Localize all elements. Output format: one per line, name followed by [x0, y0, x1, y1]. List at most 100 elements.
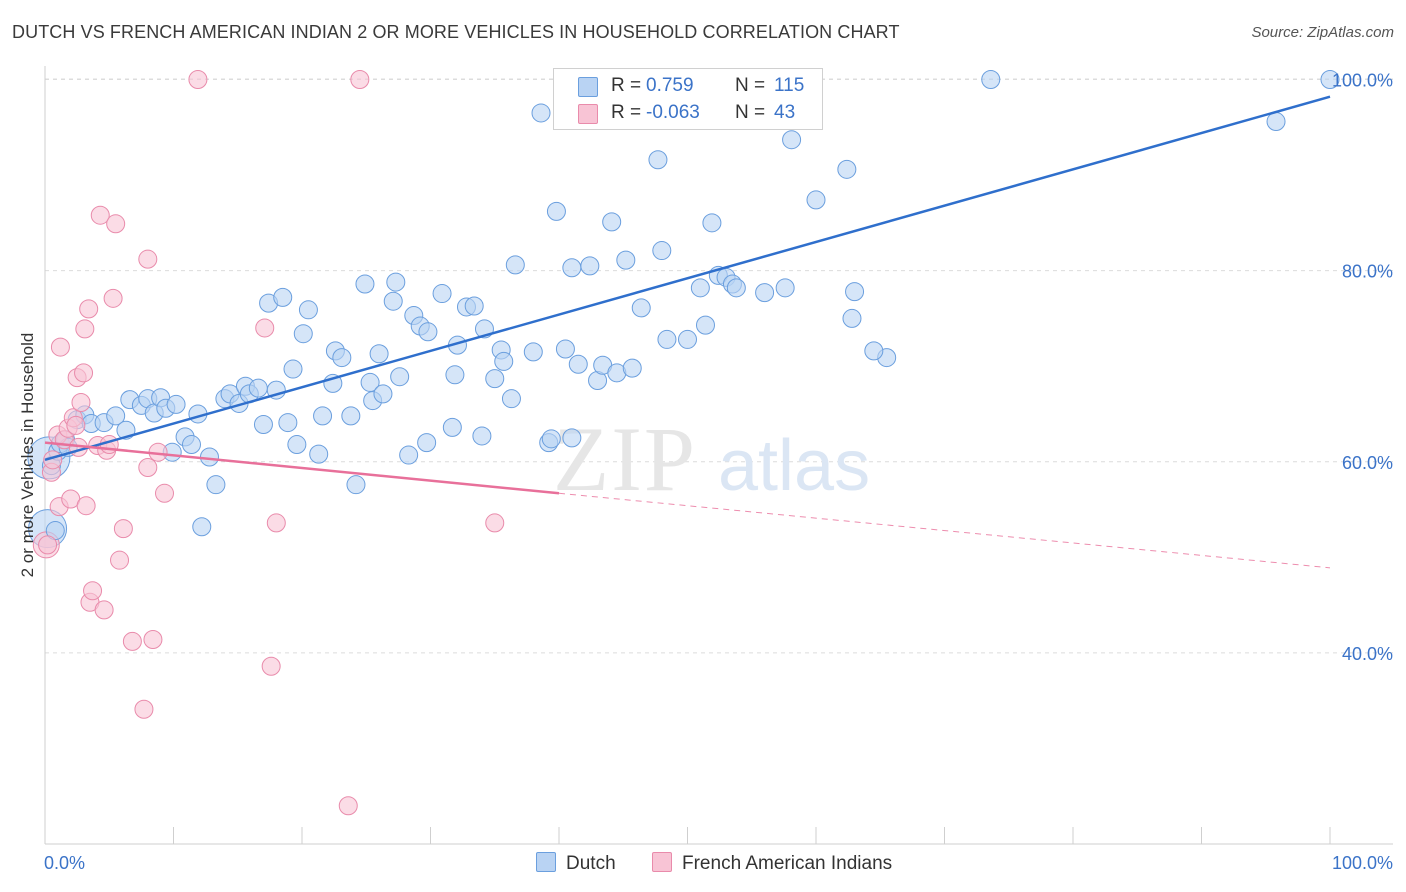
legend-swatch-french: [578, 104, 598, 124]
bottom-legend-label-french: French American Indians: [682, 853, 893, 874]
legend-n-label: N =: [735, 102, 766, 123]
dutch-point: [373, 384, 393, 404]
y-tick-label: 60.0%: [1342, 453, 1393, 473]
dutch-point: [531, 103, 551, 123]
dutch-point: [106, 406, 126, 426]
dutch-point: [580, 256, 600, 276]
bottom-legend-swatch-dutch: [536, 852, 556, 872]
dutch-point: [283, 359, 303, 379]
dutch-point: [695, 315, 715, 335]
dutch-point: [206, 475, 226, 495]
french-point: [79, 299, 99, 319]
dutch-point: [702, 213, 722, 233]
legend-swatch-dutch: [578, 77, 598, 97]
dutch-point: [541, 429, 561, 449]
chart-title: DUTCH VS FRENCH AMERICAN INDIAN 2 OR MOR…: [12, 22, 900, 42]
legend-r-value-french: -0.063: [646, 102, 700, 123]
dutch-point: [399, 445, 419, 465]
y-tick-label: 40.0%: [1342, 644, 1393, 664]
dutch-point: [464, 296, 484, 316]
bottom-legend-french: French American Indians: [652, 852, 892, 875]
french-point: [188, 70, 208, 89]
dutch-point: [837, 159, 857, 179]
dutch-point: [386, 272, 406, 292]
dutch-point: [842, 308, 862, 328]
dutch-point: [181, 435, 201, 455]
french-trend-extension: [558, 492, 1331, 569]
dutch-point: [616, 250, 636, 270]
french-point: [485, 513, 505, 533]
legend-n-value-french: 43: [774, 102, 796, 123]
dutch-point: [485, 369, 505, 389]
legend-row-dutch: R = 0.759 N = 115: [554, 73, 822, 99]
french-point: [76, 496, 96, 516]
french-point: [83, 581, 103, 601]
dutch-point: [568, 354, 588, 374]
dutch-point: [383, 291, 403, 311]
dutch-point: [602, 212, 622, 232]
dutch-point: [775, 278, 795, 298]
french-point: [113, 519, 133, 539]
bottom-legend-dutch: Dutch: [536, 852, 616, 875]
dutch-point: [631, 298, 651, 318]
french-point: [122, 631, 142, 651]
dutch-point: [253, 414, 273, 434]
dutch-point: [192, 517, 212, 537]
dutch-point: [657, 329, 677, 349]
dutch-point: [726, 278, 746, 298]
french-point: [74, 363, 94, 383]
french-point: [138, 457, 158, 477]
watermark-zip: ZIP: [553, 408, 697, 510]
dutch-point: [546, 201, 566, 221]
chart-source: Source: ZipAtlas.com: [1251, 24, 1394, 41]
dutch-point: [298, 300, 318, 320]
dutch-point: [166, 394, 186, 414]
dutch-point: [432, 284, 452, 304]
dutch-point: [981, 70, 1001, 89]
french-point: [110, 550, 130, 570]
french-point: [134, 699, 154, 719]
bottom-legend-label-dutch: Dutch: [566, 853, 616, 874]
dutch-point: [678, 329, 697, 349]
dutch-point: [390, 367, 410, 387]
dutch-point: [494, 351, 514, 371]
dutch-trend-line: [44, 95, 1331, 462]
legend-n-value-dutch: 115: [774, 75, 805, 96]
dutch-point: [755, 283, 775, 303]
french-point: [155, 483, 175, 503]
dutch-point: [622, 358, 642, 378]
y-tick-label: 100.0%: [1332, 71, 1393, 91]
dutch-point: [845, 282, 865, 302]
french-point: [106, 214, 126, 234]
dutch-point: [273, 287, 293, 307]
bottom-legend-swatch-french: [652, 852, 672, 872]
dutch-point: [341, 406, 361, 426]
dutch-point: [278, 413, 298, 433]
french-point: [138, 249, 158, 269]
dutch-point: [417, 433, 437, 453]
french-point: [90, 205, 110, 225]
y-axis-title: 2 or more Vehicles in Household: [18, 332, 37, 578]
dutch-point: [346, 475, 366, 495]
dutch-point: [418, 322, 438, 342]
french-point: [38, 535, 58, 555]
watermark-atlas: atlas: [718, 426, 870, 506]
dutch-point: [442, 417, 462, 437]
dutch-point: [562, 428, 582, 448]
french-point: [94, 600, 114, 620]
dutch-point: [505, 255, 525, 275]
dutch-point: [355, 274, 375, 294]
dutch-point: [369, 344, 389, 364]
y-tick-label: 80.0%: [1342, 262, 1393, 282]
dutch-point: [864, 341, 884, 361]
french-point: [66, 415, 86, 435]
dutch-point: [562, 258, 582, 278]
french-point: [143, 629, 163, 649]
french-point: [261, 656, 281, 676]
correlation-legend: R = 0.759 N = 115 R = -0.063 N = 43: [553, 68, 823, 130]
french-point: [75, 319, 95, 339]
dutch-point: [806, 190, 826, 210]
dutch-point: [472, 426, 492, 446]
dutch-point: [287, 435, 307, 455]
x-tick-label-min: 0.0%: [44, 853, 85, 873]
